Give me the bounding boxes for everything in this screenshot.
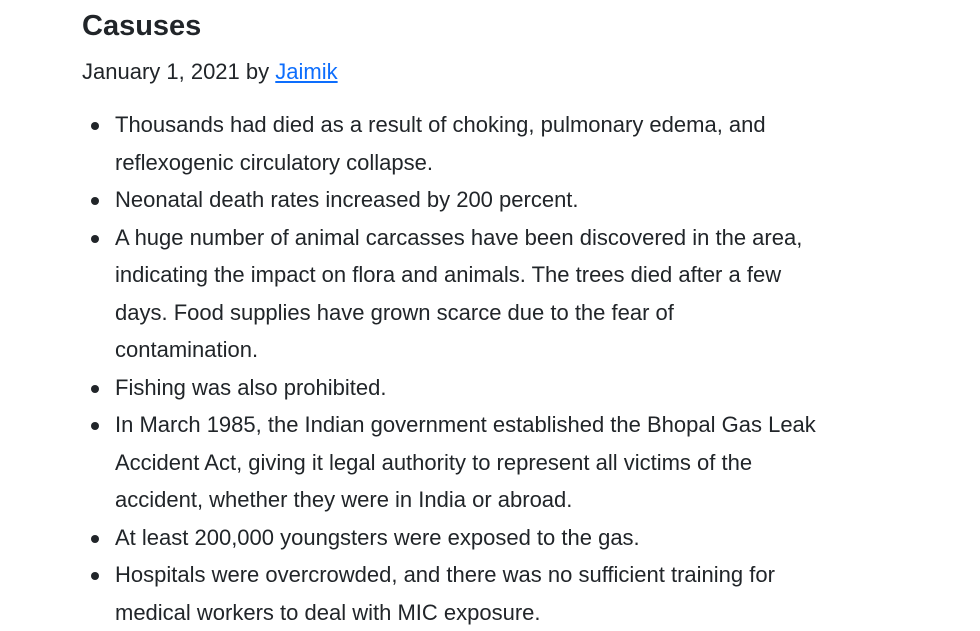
bullet-icon xyxy=(91,422,99,430)
bullet-icon xyxy=(91,234,99,243)
list-item-text: A huge number of animal carcasses have b… xyxy=(115,224,803,363)
list-item-text: Hospitals were overcrowded, and there wa… xyxy=(115,562,775,625)
list-item-text: In March 1985, the Indian government est… xyxy=(115,412,816,512)
author-link[interactable]: Jaimik xyxy=(275,59,338,84)
list-item-text: Thousands had died as a result of chokin… xyxy=(115,112,766,175)
list-item: At least 200,000 youngsters were exposed… xyxy=(82,519,822,557)
list-item: A huge number of animal carcasses have b… xyxy=(82,219,822,369)
list-item: Thousands had died as a result of chokin… xyxy=(82,106,822,181)
list-item: Hospitals were overcrowded, and there wa… xyxy=(82,556,822,631)
bullet-icon xyxy=(91,197,99,205)
by-label: by xyxy=(245,59,270,84)
list-item-text: Fishing was also prohibited. xyxy=(115,374,387,400)
bullet-icon xyxy=(91,122,99,130)
list-item: Neonatal death rates increased by 200 pe… xyxy=(82,181,822,219)
article-title: Casuses xyxy=(82,10,202,42)
article: Casuses January 1, 2021 by Jaimik Thousa… xyxy=(82,0,822,631)
list-item-text: Neonatal death rates increased by 200 pe… xyxy=(115,187,579,212)
bullet-icon xyxy=(91,572,99,580)
bullet-icon xyxy=(91,384,99,393)
list-item: Fishing was also prohibited. xyxy=(82,369,822,407)
bullet-icon xyxy=(91,534,99,543)
article-meta: January 1, 2021 by Jaimik xyxy=(82,58,822,86)
post-date: January 1, 2021 xyxy=(82,59,240,84)
list-item-text: At least 200,000 youngsters were exposed… xyxy=(115,524,640,550)
causes-list: Thousands had died as a result of chokin… xyxy=(82,106,822,631)
list-item: In March 1985, the Indian government est… xyxy=(82,406,822,519)
